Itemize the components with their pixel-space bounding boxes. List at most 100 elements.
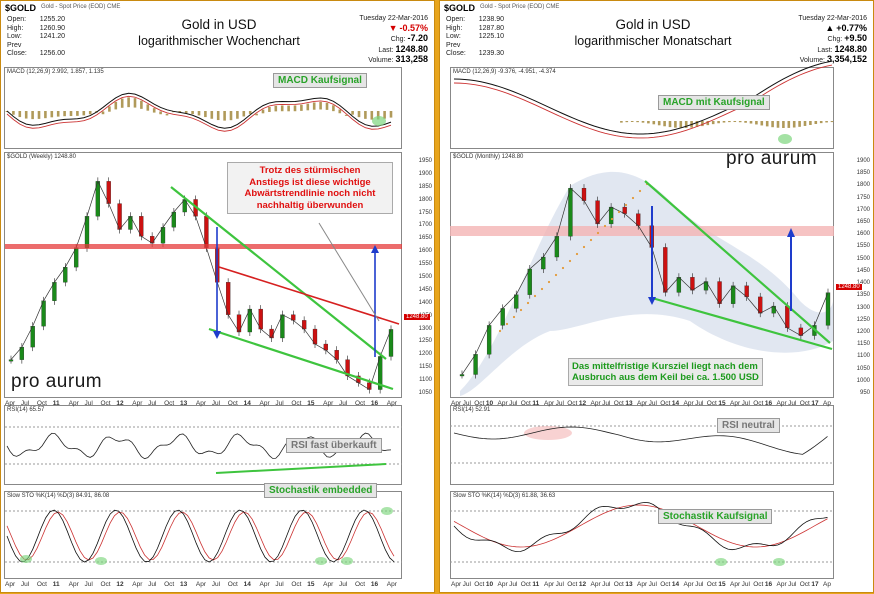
candle-body [8, 359, 14, 362]
note-line: Anstiegs ist diese wichtige [249, 176, 371, 188]
y-tick-label: 1250 [856, 316, 870, 323]
y-tick-label: 1850 [418, 183, 432, 190]
ohlc-row: Low: 1241.20 [7, 33, 65, 42]
macd-histogram-bar [657, 121, 661, 126]
chg-label: Chg: [827, 36, 843, 44]
macd-histogram-bar [641, 121, 645, 123]
sar-dot [554, 273, 558, 277]
macd-histogram-bar [280, 105, 284, 112]
sar-dot [568, 259, 572, 263]
macd-histogram-bar [274, 105, 278, 112]
note-line: nachhaltig überwunden [256, 199, 364, 211]
volume-value: 3,354,152 [826, 54, 867, 65]
macd-histogram-bar [771, 121, 774, 128]
y-tick-label: 1600 [418, 248, 432, 255]
candle-body [744, 285, 749, 298]
volume-label: Volume: [799, 57, 825, 65]
macd-histogram-bar [140, 100, 143, 109]
macd-histogram-bar [31, 111, 34, 120]
x-tick-label: 13 [179, 581, 188, 588]
macd-histogram-bar [306, 103, 310, 111]
x-tick-label: Apr [195, 581, 206, 588]
y-tick-label: 1400 [856, 280, 870, 287]
x-tick-label: 11 [52, 581, 60, 588]
x-tick-label: Apr [590, 400, 601, 407]
sto-d-line [453, 504, 828, 548]
x-tick-label: 13 [625, 581, 633, 588]
x-tick-label: 15 [307, 581, 315, 588]
ohlc-row: High: 1260.90 [7, 25, 65, 34]
rsi-line [6, 432, 392, 460]
macd-histogram-bar [376, 111, 380, 120]
x-tick-label: Jul [84, 400, 93, 407]
macd-histogram-bar [370, 111, 374, 120]
x-axis-price: Apr Jul Oct 10 Apr Jul Oct 11 Apr Jul Oct 12 Apr Jul O… [451, 400, 835, 407]
ohlc-row: Open: 1255.20 [7, 16, 65, 25]
x-tick-label: 16 [370, 400, 379, 407]
x-tick-label: Apr [451, 400, 462, 407]
x-tick-label: Apr [497, 400, 508, 407]
ohlc-block: Open: 1255.20 High: 1260.90 Low: 1241.20 Prev … [7, 16, 65, 59]
x-tick-label: Oct [474, 400, 485, 407]
ohlc-block: Open: 1238.90 High: 1287.80 Low: 1225.10 Prev … [446, 16, 504, 59]
macd-histogram-bar [636, 121, 639, 123]
ohlc-key: High: [446, 24, 463, 32]
x-tick-label: Apr [132, 581, 143, 588]
callout-stochastic: Stochastik Kaufsignal [658, 509, 773, 524]
macd-histogram-bar [803, 121, 807, 126]
sto-signal-marker [20, 555, 32, 563]
x-tick-label: Apr [776, 581, 787, 588]
stats-block: Tuesday 22-Mar-2016 ▲ +0.77% Chg: +9.50 … [798, 15, 867, 66]
x-tick-label: Oct [164, 581, 175, 588]
y-tick-label: 1250 [418, 338, 432, 345]
macd-histogram-bar [706, 121, 710, 126]
x-tick-label: Apr [259, 581, 270, 588]
sar-dot [631, 196, 635, 200]
y-tick-label: 1350 [856, 292, 870, 299]
x-tick-label: Oct [164, 400, 175, 407]
macd-histogram-bar [332, 105, 335, 112]
sto-signal-marker [773, 558, 785, 566]
x-tick-label: Oct [36, 400, 47, 407]
weekly-gold-chart: $GOLD Gold - Spot Price (EOD) CME Open: 1… [0, 0, 435, 593]
x-tick-label: 16 [370, 581, 379, 588]
y-tick-label: 1950 [418, 158, 432, 164]
sar-dot [582, 245, 586, 249]
change-pct: +0.77% [836, 22, 867, 33]
title-line-2: logarithmischer Monatschart [574, 34, 732, 48]
macd-histogram-bar [668, 121, 672, 128]
x-tick-label: Ap [823, 400, 831, 407]
candle-body [608, 206, 614, 225]
sar-dot [617, 210, 621, 214]
ticker-subtitle: Gold - Spot Price (EOD) CME [480, 4, 560, 10]
candle-body [636, 213, 641, 226]
x-tick-label: Apr [195, 400, 206, 407]
macd-histogram-bar [717, 121, 720, 124]
macd-histogram-bar [165, 113, 169, 116]
macd-signal-line [453, 64, 833, 139]
macd-label: MACD (12,26,9) -9.376, -4.951, -4.374 [453, 69, 556, 75]
macd-histogram-bar [216, 111, 220, 121]
ohlc-key: Open: [7, 16, 27, 23]
candle-body [486, 325, 492, 355]
x-tick-label: 14 [243, 581, 251, 588]
macd-histogram-bar [663, 121, 666, 127]
x-tick-label: Jul [602, 581, 611, 588]
chg-value: -7.20 [407, 33, 428, 44]
stochastic-label: Slow STO %K(14) %D(3) 84.91, 86.08 [7, 493, 110, 499]
x-axis-price: Apr Jul Oct 11 Apr Jul Oct 12 Apr Jul Oct 13 Apr Jul O… [5, 400, 403, 407]
macd-histogram-bar [120, 98, 124, 108]
macd-histogram-bar [76, 111, 79, 116]
x-tick-label: Apr [68, 581, 79, 588]
y-tick-label: 1150 [857, 341, 870, 348]
macd-histogram-bar [787, 121, 791, 128]
macd-line [453, 60, 833, 135]
x-tick-label: 17 [811, 400, 819, 407]
macd-histogram-bar [684, 121, 688, 128]
resistance-band [5, 244, 402, 249]
weekly-chart-drawing [5, 92, 402, 565]
ohlc-key: Prev Close: [446, 41, 466, 58]
x-tick-label: Jul [555, 400, 564, 407]
y-tick-label: 1300 [856, 304, 870, 311]
trendline-upper [170, 186, 387, 360]
